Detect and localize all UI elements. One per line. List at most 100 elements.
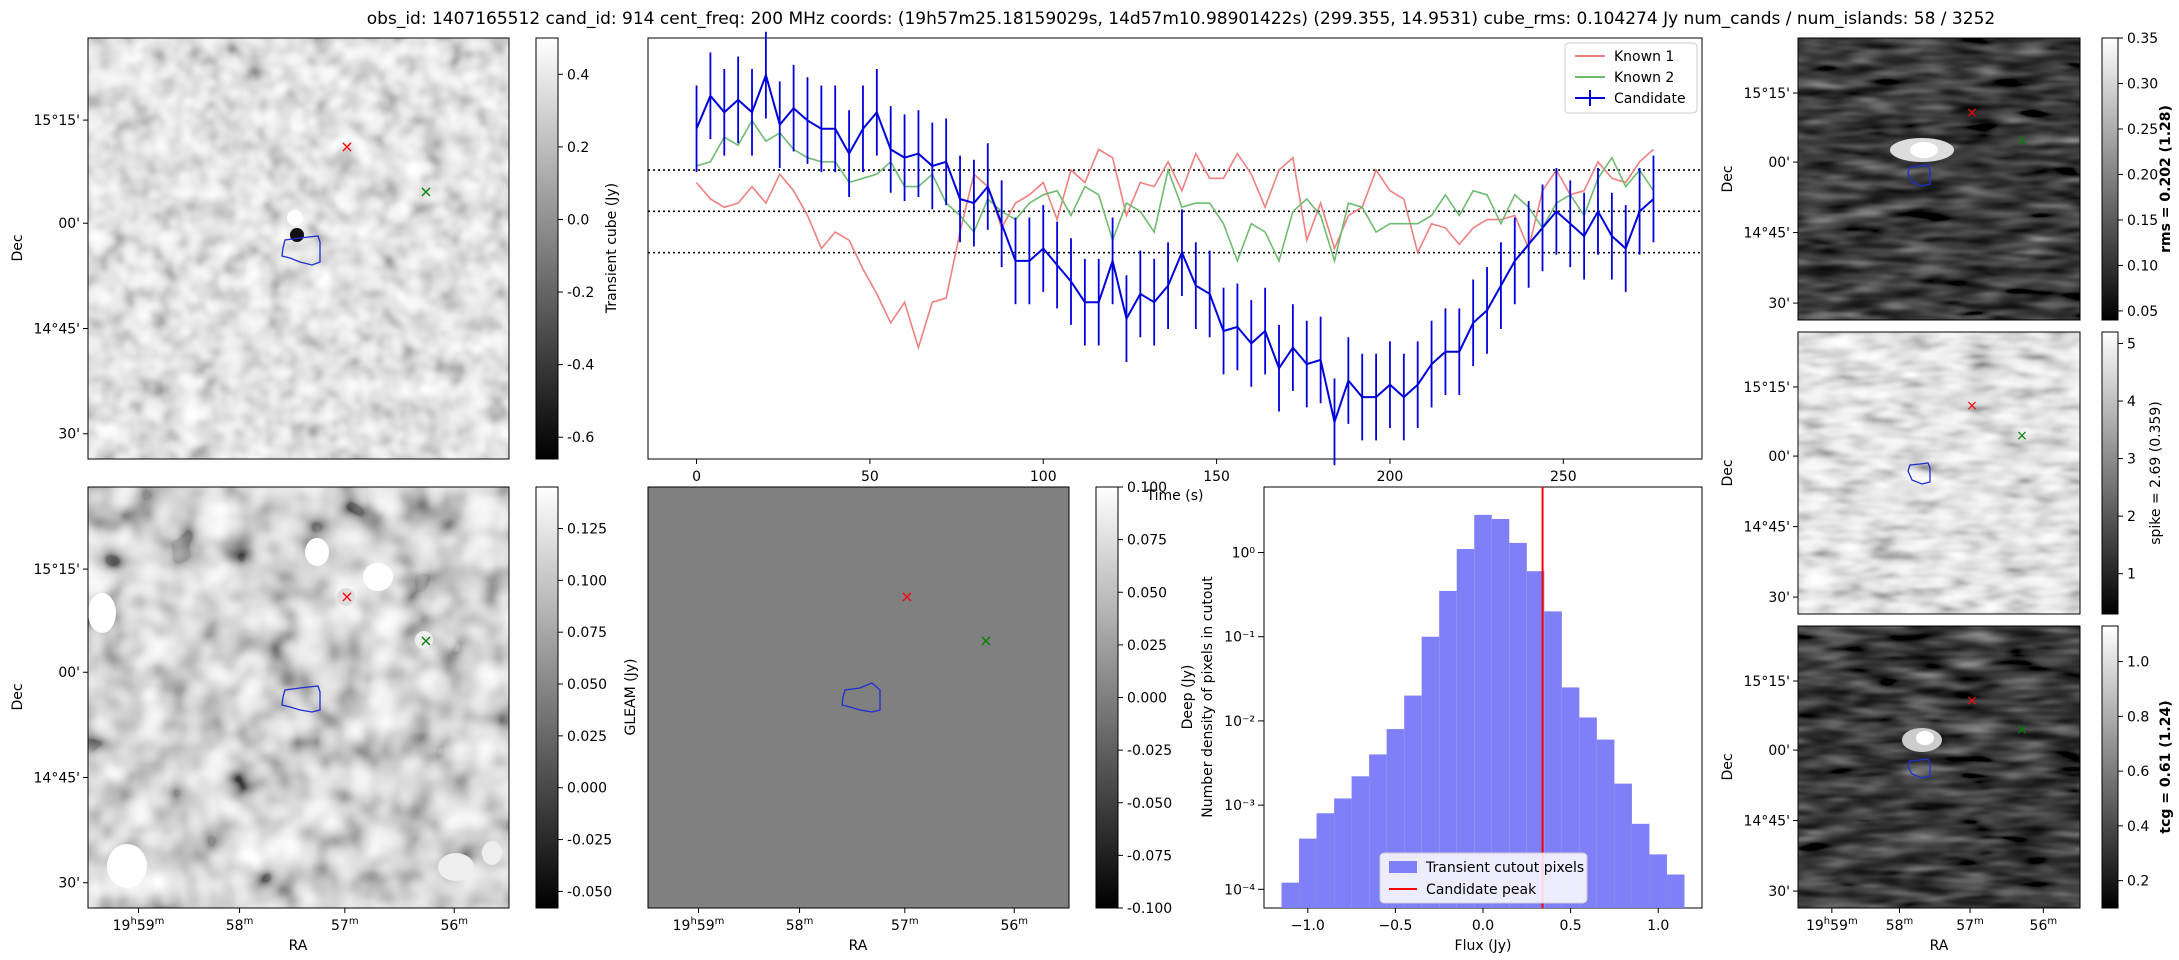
histogram-xticks: −1.0 −0.5 0.0 0.5 1.0: [1291, 908, 1669, 934]
xtick-label: 58m: [786, 916, 814, 934]
colorbar-tick-label: 0.35: [2127, 31, 2158, 47]
deep-xticks: 19h59m 58m 57m 56m: [113, 908, 468, 934]
histogram-bar: [1474, 514, 1492, 908]
tcg-image: [1798, 626, 2080, 908]
colorbar-tick-label: 0.05: [2127, 304, 2158, 320]
xtick-label: 1.0: [1647, 918, 1669, 934]
histogram-bar: [1666, 874, 1685, 908]
histogram-bar: [1491, 519, 1510, 908]
colorbar-tick-label: -0.025: [1127, 743, 1172, 759]
deep-source: [88, 593, 116, 633]
xtick-label: 57m: [891, 916, 919, 934]
ytick-label: 30': [58, 427, 80, 443]
histogram-ylabel: Number density of pixels in cutout: [1200, 576, 1216, 818]
gleam-panel: × × 19h59m 58m 57m 56m RA GLEAM (Jy) 0.1000…: [623, 480, 1172, 954]
deep-colorbar-label: Deep (Jy): [1180, 665, 1196, 730]
rms-island-contour: [1907, 164, 1931, 187]
ytick-label: 14°45': [34, 770, 80, 786]
tcg-xlabel: RA: [1930, 938, 1949, 954]
ytick-label: 14°45': [1744, 520, 1790, 536]
spike-island-contour: [1907, 462, 1931, 485]
colorbar-tick-label: -0.050: [1127, 796, 1172, 812]
rms-known1-marker: ×: [1966, 105, 1978, 121]
rms-panel: × × 15°15'00'14°45'30' Dec 0.350.300.250…: [1720, 31, 2174, 321]
rms-colorbar: [2101, 37, 2119, 321]
ytick-label: 14°45': [1744, 226, 1790, 242]
deep-source: [305, 538, 329, 566]
deep-colorbar-ticks: 0.125 0.100 0.075 0.050 0.025 0.000 -0.025 -0.0…: [558, 521, 612, 900]
spike-ylabel: Dec: [1720, 459, 1736, 486]
colorbar-tick-label: 3: [2127, 452, 2136, 468]
deep-bright-sources: [88, 538, 502, 888]
xtick-label: 57m: [1956, 916, 1984, 934]
colorbar-tick-label: -0.2: [567, 285, 594, 301]
known1-marker: ×: [340, 137, 353, 156]
colorbar-tick-label: 2: [2127, 509, 2136, 525]
colorbar-tick-label: 0.15: [2127, 213, 2158, 229]
colorbar-tick-label: 0.2: [2127, 874, 2149, 890]
deep-source: [337, 588, 355, 606]
ytick-label: 30': [58, 876, 80, 892]
lightcurve-threshold-lines: [648, 169, 1702, 254]
tcg-colorbar: [2101, 625, 2119, 909]
xtick-label: 56m: [1000, 916, 1028, 934]
gleam-known2-marker: ×: [979, 631, 992, 650]
ytick-label: 00': [58, 665, 80, 681]
ytick-label: 00': [1768, 743, 1790, 759]
deep-yticks: 15°15' 00' 14°45' 30': [34, 562, 88, 892]
xtick-label: 0.5: [1559, 918, 1581, 934]
colorbar-tick-label: 0.075: [1127, 533, 1167, 549]
colorbar-tick-label: 4: [2127, 394, 2136, 410]
transient-colorbar: [535, 37, 559, 460]
colorbar-tick-label: -0.4: [567, 358, 594, 374]
lightcurve-xlabel: Time (s): [1146, 488, 1204, 504]
transient-ylabel: Dec: [10, 234, 26, 261]
lightcurve-series: [695, 31, 1655, 466]
colorbar-tick-label: 0.4: [567, 67, 589, 83]
xtick-label: 19h59m: [1806, 916, 1858, 934]
colorbar-tick-label: 0.050: [1127, 585, 1167, 601]
candidate-line: [695, 71, 1655, 426]
spike-image: [1798, 332, 2080, 614]
spike-colorbar: [2101, 331, 2119, 615]
deep-known2-marker: ×: [419, 631, 432, 650]
lightcurve-legend: Known 1 Known 2 Candidate: [1564, 42, 1698, 114]
deep-ylabel: Dec: [10, 683, 26, 710]
spike-yticks: 15°15' 00' 14°45' 30': [1744, 380, 1798, 606]
rms-colorbar-ticks: 0.35 0.30 0.25 0.20 0.15 0.10 0.05: [2118, 31, 2158, 320]
histogram-bar: [1544, 611, 1562, 908]
colorbar-tick-label: 0.20: [2127, 167, 2158, 183]
rms-colorbar-label: rms = 0.202 (1.28): [2158, 105, 2174, 253]
xtick-label: 100: [1030, 469, 1057, 485]
histogram-bar: [1351, 776, 1370, 908]
xtick-label: −1.0: [1291, 918, 1325, 934]
deep-colorbar: [535, 486, 559, 909]
gleam-colorbar: [1095, 486, 1119, 909]
histogram-yticks: 10⁰ 10⁻¹ 10⁻² 10⁻³ 10⁻⁴: [1224, 546, 1264, 898]
tcg-island-contour: [1907, 758, 1931, 779]
colorbar-tick-label: 0.025: [1127, 638, 1167, 654]
xtick-label: 19h59m: [673, 916, 725, 934]
xtick-label: 19h59m: [113, 916, 165, 934]
xtick-label: 58m: [226, 916, 254, 934]
colorbar-tick-label: 0.050: [567, 677, 607, 693]
transient-panel: × × 15°15' 00' 14°45' 30' Dec 0.4 0.2 0.0 -0.2…: [10, 37, 620, 460]
histogram-bar: [1334, 798, 1352, 908]
rms-known2-marker: ×: [2016, 133, 2028, 149]
colorbar-tick-label: 0.075: [567, 625, 607, 641]
histogram-xlabel: Flux (Jy): [1455, 938, 1512, 954]
colorbar-tick-label: 0.8: [2127, 709, 2149, 725]
deep-source: [107, 844, 147, 888]
lightcurve-legend-box: [1564, 42, 1698, 114]
tcg-frame: [1797, 625, 2081, 909]
histogram-bar: [1281, 882, 1300, 908]
ytick-label: 30': [1768, 590, 1790, 606]
transient-dark-blob: [290, 228, 304, 242]
histogram-legend: Transient cutout pixels Candidate peak: [1379, 852, 1588, 904]
gleam-colorbar-ticks: 0.100 0.075 0.050 0.025 0.000 -0.025 -0.050 -0.…: [1118, 480, 1172, 917]
tcg-colorbar-ticks: 1.0 0.8 0.6 0.4 0.2: [2118, 655, 2149, 890]
legend-transient-pixels-label: Transient cutout pixels: [1425, 860, 1584, 876]
ytick-label: 15°15': [34, 113, 80, 129]
rms-bright-core: [1910, 142, 1938, 158]
